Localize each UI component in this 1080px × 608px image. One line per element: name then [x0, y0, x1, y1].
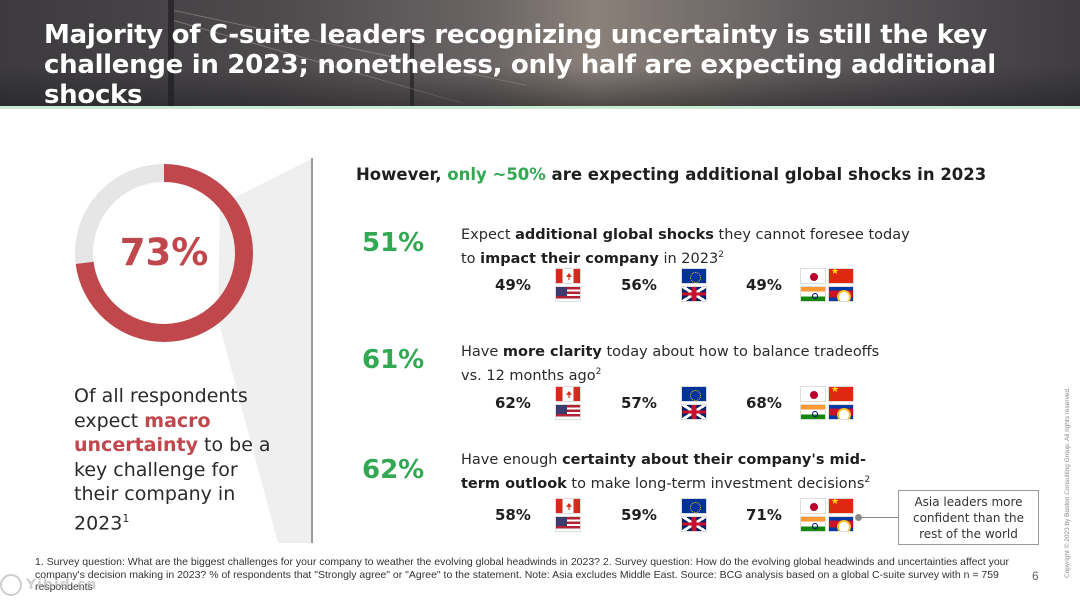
region-percent: 58%: [495, 506, 531, 524]
desc-bold: more clarity: [502, 344, 602, 360]
stat-value: 61%: [362, 345, 425, 375]
donut-value: 73%: [119, 231, 209, 274]
china-flag-icon: [828, 386, 854, 402]
asia-callout-box: Asia leaders more confident than the res…: [898, 490, 1039, 545]
stat-description: Have enough certainty about their compan…: [461, 450, 881, 494]
stat-description: Have more clarity today about how to bal…: [461, 342, 891, 386]
desc-part: Expect: [461, 227, 516, 243]
callout-connector: [860, 517, 898, 518]
region-percent: 71%: [746, 506, 782, 524]
india-flag-icon: [800, 404, 826, 420]
subhead-highlight: only ~50%: [447, 165, 546, 184]
eu-flag-icon: [681, 498, 707, 514]
header-divider: [0, 106, 1080, 109]
vertical-divider: [311, 158, 313, 543]
header-haze: [0, 66, 1080, 106]
region-percent: 49%: [746, 276, 782, 294]
canada-flag-icon: [555, 386, 581, 402]
region-north-america: 49%: [495, 268, 581, 302]
india-flag-icon: [800, 286, 826, 302]
eu-flag-icon: [681, 386, 707, 402]
stat-value: 51%: [362, 228, 425, 258]
page-title: Majority of C-suite leaders recognizing …: [44, 20, 996, 106]
usa-flag-icon: [555, 516, 581, 532]
callout-dot: [855, 514, 862, 521]
left-text-part: Of all respondents expect: [74, 385, 248, 432]
footnote-ref: 2: [595, 367, 602, 377]
japan-flag-icon: [800, 386, 826, 402]
footnote-ref: 1: [122, 511, 130, 525]
region-north-america: 58%: [495, 498, 581, 532]
stat-description: Expect additional global shocks they can…: [461, 225, 911, 269]
desc-part: to make long-term investment decisions: [566, 475, 865, 492]
left-text-highlight: macro uncertainty: [74, 409, 211, 457]
asean-flag-icon: [828, 404, 854, 420]
donut-arc: [75, 164, 253, 342]
header-banner: Majority of C-suite leaders recognizing …: [0, 0, 1080, 106]
eu-flag-icon: [681, 268, 707, 284]
region-europe: 59%: [621, 498, 707, 532]
watermark-text: Yibid.cn: [26, 577, 98, 593]
subhead-part: are expecting additional global shocks i…: [545, 165, 987, 184]
india-flag-icon: [800, 516, 826, 532]
desc-part: Have: [461, 344, 503, 360]
desc-bold: certainty about their company's mid-term…: [461, 452, 866, 492]
region-asia: 68%: [746, 386, 854, 420]
uk-flag-icon: [681, 404, 707, 420]
donut-chart: 73%: [74, 163, 254, 343]
japan-flag-icon: [800, 498, 826, 514]
desc-part: in 2023: [658, 250, 719, 267]
stat-value: 62%: [362, 455, 425, 485]
region-percent: 57%: [621, 394, 657, 412]
region-north-america: 62%: [495, 386, 581, 420]
footnote: 1. Survey question: What are the biggest…: [35, 556, 1009, 593]
page-number: 6: [1032, 569, 1039, 583]
left-description: Of all respondents expect macro uncertai…: [74, 384, 284, 535]
section-subhead: However, only ~50% are expecting additio…: [356, 165, 996, 184]
watermark-logo-icon: [0, 574, 22, 596]
asean-flag-icon: [828, 516, 854, 532]
subhead-part: However,: [356, 165, 448, 184]
uk-flag-icon: [681, 286, 707, 302]
region-percent: 62%: [495, 394, 531, 412]
footnote-ref: 2: [864, 475, 871, 485]
desc-part: today about how to balance tradeoffs vs.…: [461, 344, 880, 384]
region-europe: 57%: [621, 386, 707, 420]
china-flag-icon: [828, 498, 854, 514]
desc-bold: additional global shocks: [515, 227, 714, 243]
region-asia: 49%: [746, 268, 854, 302]
footnote-ref: 2: [718, 250, 724, 260]
donut-svg: [75, 164, 253, 342]
region-europe: 56%: [621, 268, 707, 302]
region-percent: 56%: [621, 276, 657, 294]
japan-flag-icon: [800, 268, 826, 284]
china-flag-icon: [828, 268, 854, 284]
usa-flag-icon: [555, 404, 581, 420]
region-percent: 68%: [746, 394, 782, 412]
usa-flag-icon: [555, 286, 581, 302]
uk-flag-icon: [681, 516, 707, 532]
bridge-tower: [168, 0, 174, 106]
copyright-notice: Copyright © 2023 by Boston Consulting Gr…: [1064, 387, 1071, 578]
asean-flag-icon: [828, 286, 854, 302]
desc-part: Have enough: [461, 452, 563, 468]
desc-part: they cannot foresee today to: [461, 227, 910, 267]
region-percent: 59%: [621, 506, 657, 524]
canada-flag-icon: [555, 498, 581, 514]
region-asia: 71%: [746, 498, 854, 532]
left-text-part: to be a key challenge for their company …: [74, 434, 271, 534]
region-percent: 49%: [495, 276, 531, 294]
canada-flag-icon: [555, 268, 581, 284]
desc-bold: impact their company: [480, 250, 659, 267]
